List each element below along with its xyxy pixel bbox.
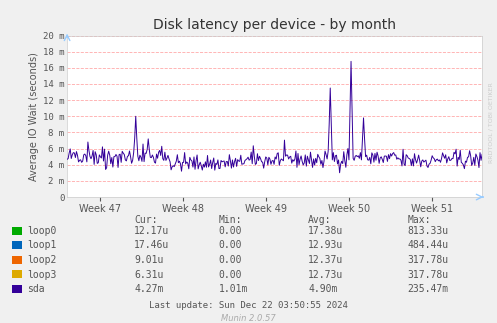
Title: Disk latency per device - by month: Disk latency per device - by month (153, 17, 396, 32)
Text: Munin 2.0.57: Munin 2.0.57 (221, 314, 276, 323)
Text: 4.27m: 4.27m (134, 284, 164, 294)
Text: 813.33u: 813.33u (408, 226, 449, 236)
Y-axis label: Average IO Wait (seconds): Average IO Wait (seconds) (29, 52, 39, 181)
Text: Last update: Sun Dec 22 03:50:55 2024: Last update: Sun Dec 22 03:50:55 2024 (149, 301, 348, 310)
Text: 0.00: 0.00 (219, 241, 242, 250)
Text: 12.93u: 12.93u (308, 241, 343, 250)
Text: 235.47m: 235.47m (408, 284, 449, 294)
Text: loop1: loop1 (27, 241, 57, 250)
Text: loop0: loop0 (27, 226, 57, 236)
Text: 12.73u: 12.73u (308, 270, 343, 279)
Text: 0.00: 0.00 (219, 255, 242, 265)
Text: loop3: loop3 (27, 270, 57, 279)
Text: 317.78u: 317.78u (408, 255, 449, 265)
Text: Min:: Min: (219, 215, 242, 225)
Text: Cur:: Cur: (134, 215, 158, 225)
Text: RRDTOOL / TOBI OETIKER: RRDTOOL / TOBI OETIKER (488, 82, 493, 163)
Text: 12.17u: 12.17u (134, 226, 169, 236)
Text: 0.00: 0.00 (219, 270, 242, 279)
Text: 0.00: 0.00 (219, 226, 242, 236)
Text: Max:: Max: (408, 215, 431, 225)
Text: loop2: loop2 (27, 255, 57, 265)
Text: 484.44u: 484.44u (408, 241, 449, 250)
Text: 1.01m: 1.01m (219, 284, 248, 294)
Text: 4.90m: 4.90m (308, 284, 337, 294)
Text: sda: sda (27, 284, 45, 294)
Text: 12.37u: 12.37u (308, 255, 343, 265)
Text: 9.01u: 9.01u (134, 255, 164, 265)
Text: Avg:: Avg: (308, 215, 331, 225)
Text: 17.46u: 17.46u (134, 241, 169, 250)
Text: 17.38u: 17.38u (308, 226, 343, 236)
Text: 6.31u: 6.31u (134, 270, 164, 279)
Text: 317.78u: 317.78u (408, 270, 449, 279)
